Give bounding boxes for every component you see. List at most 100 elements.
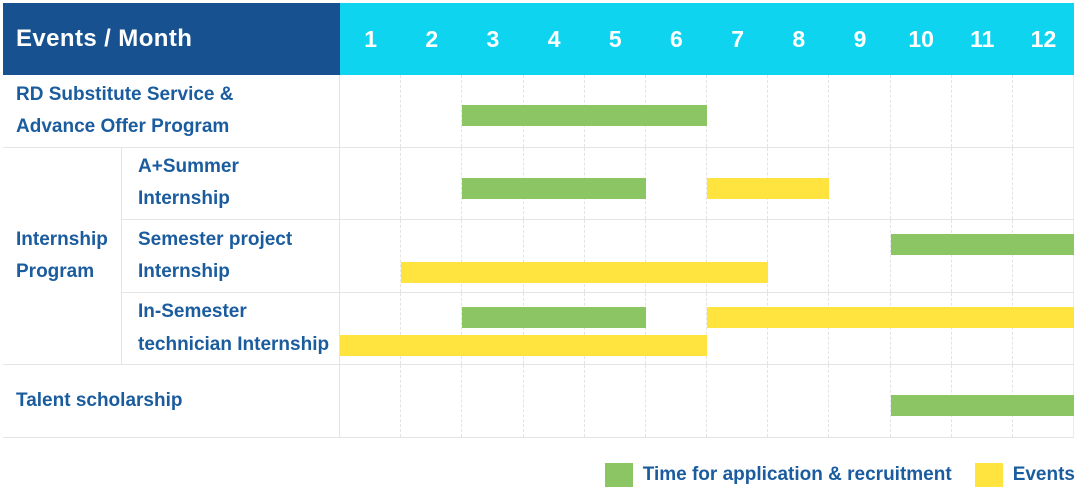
- month-gridline-cell: [522, 365, 584, 437]
- month-gridline-cell: [828, 292, 889, 365]
- month-gridline-cell: [400, 365, 461, 437]
- month-gridline-cell: [583, 292, 645, 365]
- month-gridline-cell: [828, 147, 889, 220]
- legend-item: Events: [974, 463, 1075, 487]
- events-legend-swatch: [974, 463, 1003, 487]
- recruitment-bar: [890, 395, 1074, 417]
- month-label: 1: [364, 25, 377, 52]
- month-gridline-cell: [400, 75, 461, 147]
- month-gridline-cell: [1011, 75, 1073, 147]
- row-content: RD Substitute Service & Advance Offer Pr…: [3, 75, 1074, 148]
- month-gridline-cell: [767, 292, 828, 365]
- task-label: Talent scholarship: [3, 365, 340, 437]
- month-gridline-cell: [461, 75, 522, 147]
- recruitment-legend-swatch: [604, 463, 633, 487]
- month-label: 4: [547, 25, 561, 52]
- task-row: Talent scholarship: [3, 365, 1074, 438]
- month-gridline-cell: [644, 365, 706, 437]
- month-gridline-cell: [340, 365, 400, 437]
- month-gridline-cell: [706, 147, 767, 220]
- events-month-table: Events / Month 1 2 3 4 5 6 7 8 9 10 11 12 RD Substi…: [3, 3, 1074, 438]
- legend-label: Time for application & recruitment: [642, 464, 952, 485]
- month-label: 8: [792, 25, 806, 52]
- task-label: Semester project Internship: [122, 220, 340, 292]
- month-gridline-cell: [950, 220, 1012, 292]
- legend-item: Time for application & recruitment: [604, 463, 952, 487]
- events-bar: [401, 262, 769, 284]
- month-gridline-cell: [706, 292, 767, 365]
- chart-cell: [340, 292, 1074, 365]
- month-gridline-cell: [461, 365, 522, 437]
- table-header-row: Events / Month 1 2 3 4 5 6 7 8 9 10 11 12: [3, 3, 1074, 75]
- month-gridline-cell: [461, 147, 522, 220]
- row-content: In-Semester technician Internship: [122, 292, 1074, 366]
- month-label: 5: [608, 25, 622, 52]
- task-label: A+Summer Internship: [122, 147, 340, 220]
- task-label: RD Substitute Service & Advance Offer Pr…: [3, 75, 340, 147]
- task-row: Semester project Internship: [3, 220, 1074, 293]
- month-gridline-cell: [583, 365, 645, 437]
- events-bar: [707, 306, 1074, 328]
- chart-cell: [340, 220, 1074, 292]
- month-label: 12: [1030, 25, 1057, 52]
- chart-cell: [340, 75, 1074, 147]
- task-rows: RD Substitute Service & Advance Offer Pr…: [3, 75, 1074, 438]
- chart-cell: [340, 365, 1074, 437]
- month-gridline-cell: [889, 147, 951, 220]
- month-gridline-cell: [889, 220, 951, 292]
- month-gridline-cell: [1011, 292, 1073, 365]
- month-gridline-cell: [950, 147, 1012, 220]
- task-row: In-Semester technician Internship: [3, 292, 1074, 366]
- month-gridlines: [340, 75, 1074, 147]
- group-label: Internship Program: [3, 147, 122, 366]
- month-gridline-cell: [889, 365, 951, 437]
- task-row: A+Summer Internship: [3, 147, 1074, 221]
- month-gridlines: [340, 220, 1074, 292]
- month-label: 7: [731, 25, 745, 52]
- month-gridline-cell: [889, 292, 951, 365]
- month-gridline-cell: [461, 292, 522, 365]
- month-gridline-cell: [400, 292, 461, 365]
- task-row: RD Substitute Service & Advance Offer Pr…: [3, 75, 1074, 148]
- row-content: A+Summer Internship: [122, 147, 1074, 221]
- month-gridline-cell: [400, 147, 461, 220]
- recruitment-bar: [890, 234, 1074, 256]
- chart-cell: [340, 147, 1074, 220]
- events-bar: [340, 334, 707, 356]
- month-gridline-cell: [644, 147, 706, 220]
- month-gridline-cell: [828, 365, 889, 437]
- month-gridline-cell: [340, 75, 400, 147]
- month-gridline-cell: [522, 220, 584, 292]
- recruitment-bar: [462, 177, 646, 199]
- month-label: 11: [970, 25, 995, 52]
- month-gridline-cell: [706, 220, 767, 292]
- legend: Time for application & recruitment Events: [582, 463, 1075, 487]
- month-label: 10: [908, 25, 934, 52]
- month-label: 6: [670, 25, 683, 52]
- month-gridline-cell: [767, 365, 828, 437]
- month-gridline-cell: [461, 220, 522, 292]
- month-gridline-cell: [340, 220, 400, 292]
- month-axis: 1 2 3 4 5 6 7 8 9 10 11 12: [340, 3, 1074, 75]
- task-label: In-Semester technician Internship: [122, 292, 340, 365]
- recruitment-bar: [462, 105, 707, 126]
- month-gridline-cell: [522, 292, 584, 365]
- legend-label: Events: [1012, 464, 1075, 485]
- month-gridline-cell: [644, 292, 706, 365]
- month-gridline-cell: [828, 75, 889, 147]
- month-label: 3: [486, 25, 500, 52]
- month-gridline-cell: [767, 75, 828, 147]
- recruitment-bar: [462, 306, 646, 328]
- month-gridline-cell: [340, 148, 400, 220]
- month-gridlines: [340, 292, 1074, 365]
- month-label: 2: [425, 25, 439, 52]
- month-label: 9: [853, 25, 867, 52]
- table-title: Events / Month: [3, 3, 340, 75]
- row-content: Semester project Internship: [122, 220, 1074, 293]
- month-gridline-cell: [950, 75, 1012, 147]
- month-gridline-cell: [644, 220, 706, 292]
- events-bar: [707, 177, 830, 199]
- month-gridline-cell: [1011, 147, 1073, 220]
- month-gridline-cell: [828, 220, 889, 292]
